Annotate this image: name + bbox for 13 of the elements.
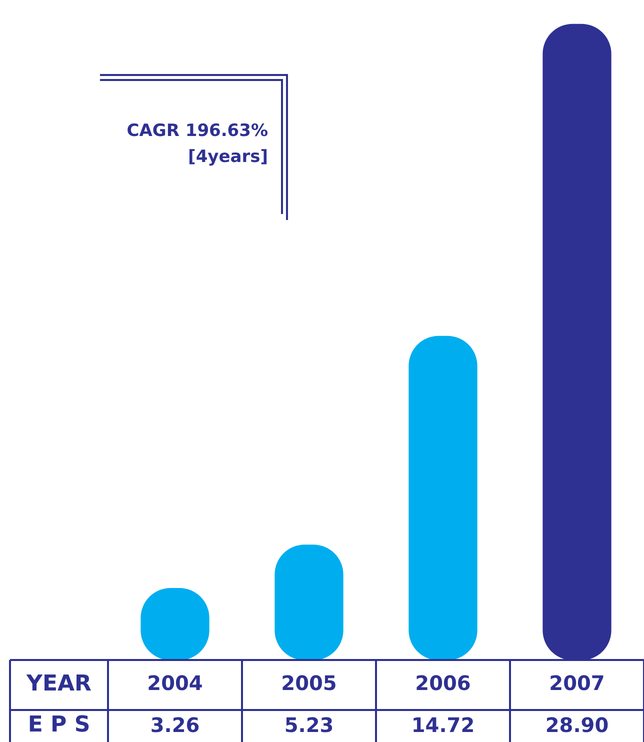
x-tick-label: 2004 <box>147 671 203 696</box>
annotation: CAGR 196.63% <box>126 120 268 143</box>
data-label: 3.26 <box>150 713 200 738</box>
text: E P S <box>28 712 90 738</box>
bar <box>408 336 478 660</box>
annotation: [4years] <box>187 146 268 169</box>
x-axis-title: YEAR <box>26 672 92 697</box>
data-label: 14.72 <box>411 713 475 738</box>
x-tick-label: 2007 <box>549 671 605 696</box>
x-tick-label: 2006 <box>415 671 471 696</box>
data-label: 5.23 <box>284 713 334 738</box>
x-tick-label: 2005 <box>281 671 337 696</box>
data-label: 28.90 <box>545 713 609 738</box>
